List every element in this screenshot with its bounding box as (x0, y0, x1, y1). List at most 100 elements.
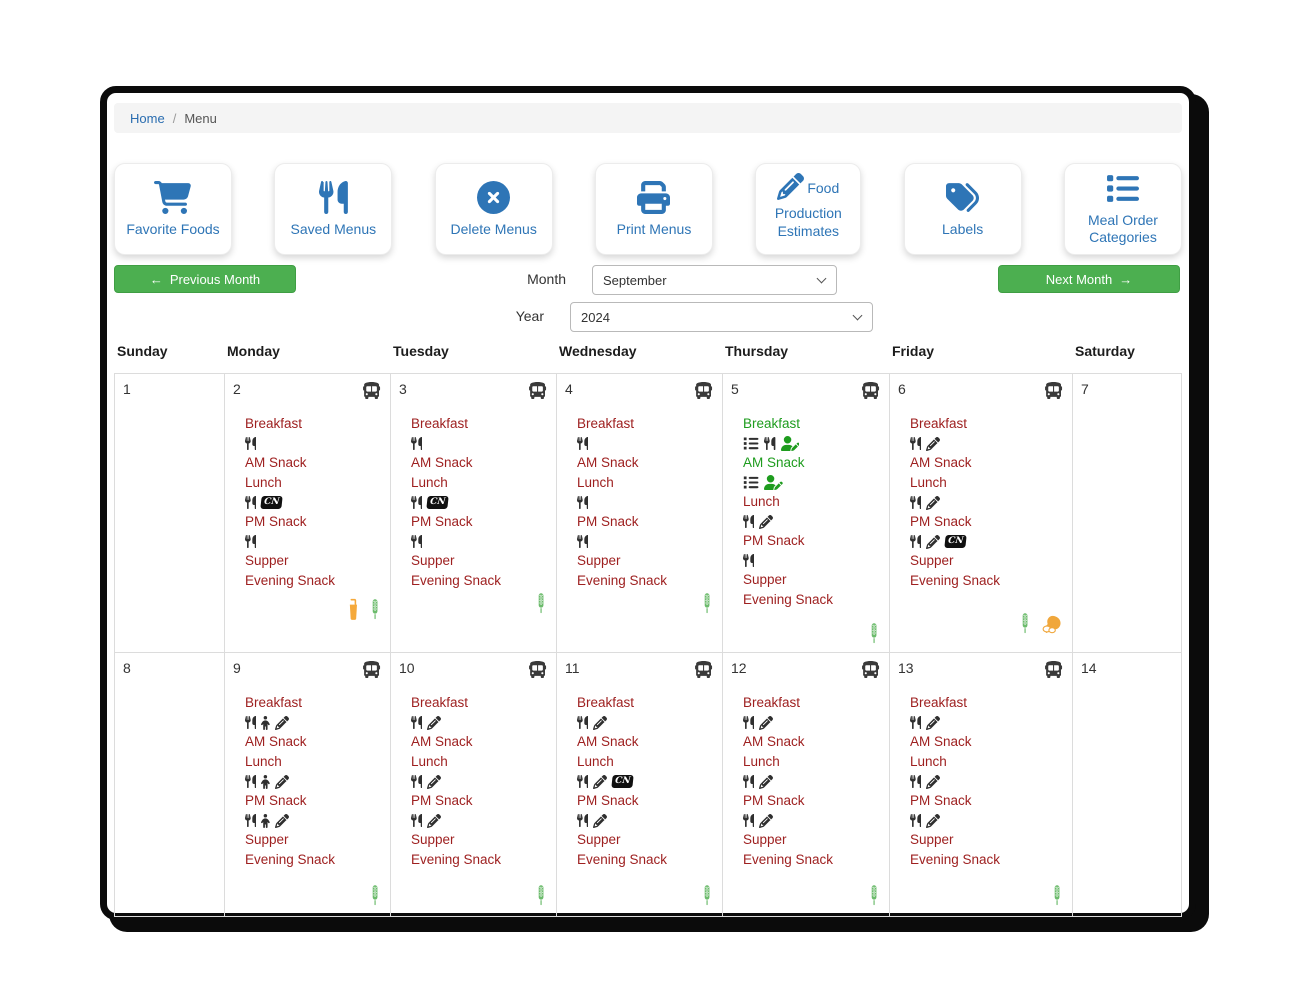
cn-label-icon: CN (944, 535, 968, 548)
meal-link-am-snack[interactable]: AM Snack (743, 734, 805, 749)
pencil-icon (926, 813, 941, 828)
meal-link-lunch[interactable]: Lunch (245, 754, 282, 769)
month-controls: ← Previous Month Next Month → Month Sept… (114, 265, 1182, 335)
meal-link-evening-snack[interactable]: Evening Snack (245, 573, 336, 588)
pencil-icon (593, 774, 608, 789)
toolbar-button-saved-menus[interactable]: Saved Menus (274, 163, 393, 255)
meal-link-breakfast[interactable]: Breakfast (910, 416, 968, 431)
meal-link-am-snack[interactable]: AM Snack (910, 734, 972, 749)
meal-link-breakfast[interactable]: Breakfast (245, 416, 303, 431)
cn-label-icon: CN (611, 775, 635, 788)
meal-link-pm-snack[interactable]: PM Snack (910, 514, 972, 529)
meal-link-am-snack[interactable]: AM Snack (577, 734, 639, 749)
meal-link-breakfast[interactable]: Breakfast (411, 416, 469, 431)
meal-link-breakfast[interactable]: Breakfast (743, 416, 801, 431)
meal-link-breakfast[interactable]: Breakfast (411, 695, 469, 710)
meal-icons (743, 811, 881, 830)
calendar-cell-day-4: 4 Breakfast AM Snack Lunch PM Snack Supper Eve… (556, 374, 722, 652)
meal-list: Breakfast AM Snack Lunch CN PM Snack Supper Ev… (245, 414, 382, 591)
day-number: 2 (233, 381, 241, 397)
meal-link-lunch[interactable]: Lunch (577, 754, 614, 769)
next-month-button[interactable]: Next Month → (998, 265, 1180, 293)
pencil-icon (926, 715, 941, 730)
meal-link-supper[interactable]: Supper (245, 832, 289, 847)
meal-link-pm-snack[interactable]: PM Snack (743, 793, 805, 808)
previous-month-button[interactable]: ← Previous Month (114, 265, 296, 293)
meal-link-evening-snack[interactable]: Evening Snack (577, 573, 668, 588)
toolbar-button-print-menus[interactable]: Print Menus (594, 163, 713, 255)
meal-link-lunch[interactable]: Lunch (411, 754, 448, 769)
meal-link-supper[interactable]: Supper (577, 832, 621, 847)
meal-link-pm-snack[interactable]: PM Snack (577, 793, 639, 808)
meal-link-pm-snack[interactable]: PM Snack (411, 514, 473, 529)
meal-link-supper[interactable]: Supper (245, 553, 289, 568)
meal-link-supper[interactable]: Supper (910, 832, 954, 847)
meal-link-supper[interactable]: Supper (743, 832, 787, 847)
meal-icons (245, 434, 382, 453)
day-number: 4 (565, 381, 573, 397)
meal-link-am-snack[interactable]: AM Snack (245, 734, 307, 749)
meal-link-am-snack[interactable]: AM Snack (743, 455, 805, 470)
bus-icon (528, 382, 547, 399)
pencil-icon (427, 813, 442, 828)
utensils-icon (910, 437, 922, 450)
meal-link-evening-snack[interactable]: Evening Snack (577, 852, 668, 867)
meal-link-pm-snack[interactable]: PM Snack (910, 793, 972, 808)
meal-list: Breakfast AM Snack Lunch CN PM Snack Supper Ev… (577, 693, 714, 870)
meal-link-am-snack[interactable]: AM Snack (411, 734, 473, 749)
meal-link-pm-snack[interactable]: PM Snack (245, 793, 307, 808)
meal-link-lunch[interactable]: Lunch (910, 754, 947, 769)
toolbar-button-meal-order-categories[interactable]: Meal Order Categories (1063, 163, 1182, 255)
meal-link-supper[interactable]: Supper (411, 832, 455, 847)
year-select[interactable]: 2024 (570, 302, 873, 332)
utensils-icon (577, 814, 589, 827)
meal-link-breakfast[interactable]: Breakfast (910, 695, 968, 710)
meal-link-lunch[interactable]: Lunch (910, 475, 947, 490)
cell-footer-icons (1052, 884, 1062, 906)
breadcrumb-home-link[interactable]: Home (130, 110, 165, 126)
meal-link-am-snack[interactable]: AM Snack (411, 455, 473, 470)
toolbar-button-food-production-estimates[interactable]: Food Production Estimates (755, 163, 862, 255)
meal-link-evening-snack[interactable]: Evening Snack (743, 592, 834, 607)
meal-link-evening-snack[interactable]: Evening Snack (910, 852, 1001, 867)
numbered-list-icon (743, 437, 759, 450)
meal-link-breakfast[interactable]: Breakfast (577, 416, 635, 431)
meal-link-pm-snack[interactable]: PM Snack (411, 793, 473, 808)
meal-link-am-snack[interactable]: AM Snack (577, 455, 639, 470)
meal-link-breakfast[interactable]: Breakfast (743, 695, 801, 710)
meal-link-evening-snack[interactable]: Evening Snack (411, 852, 502, 867)
meal-link-am-snack[interactable]: AM Snack (910, 455, 972, 470)
meal-link-evening-snack[interactable]: Evening Snack (743, 852, 834, 867)
meal-link-evening-snack[interactable]: Evening Snack (910, 573, 1001, 588)
toolbar-button-favorite-foods[interactable]: Favorite Foods (114, 163, 232, 255)
meal-link-supper[interactable]: Supper (411, 553, 455, 568)
meal-link-pm-snack[interactable]: PM Snack (245, 514, 307, 529)
meal-link-breakfast[interactable]: Breakfast (577, 695, 635, 710)
day-header-friday: Friday (892, 343, 935, 359)
cell-footer-icons (346, 598, 380, 620)
meal-link-lunch[interactable]: Lunch (245, 475, 282, 490)
arrow-left-icon: ← (149, 271, 163, 287)
wheat-icon (1052, 884, 1062, 906)
meal-link-lunch[interactable]: Lunch (577, 475, 614, 490)
meal-link-evening-snack[interactable]: Evening Snack (245, 852, 336, 867)
meal-link-lunch[interactable]: Lunch (743, 494, 780, 509)
toolbar-button-labels[interactable]: Labels (903, 163, 1022, 255)
month-select[interactable]: September (592, 265, 837, 295)
meal-link-supper[interactable]: Supper (910, 553, 954, 568)
meal-link-evening-snack[interactable]: Evening Snack (411, 573, 502, 588)
toolbar-button-delete-menus[interactable]: Delete Menus (434, 163, 553, 255)
wheat-icon (370, 884, 380, 906)
meal-link-lunch[interactable]: Lunch (743, 754, 780, 769)
meal-link-pm-snack[interactable]: PM Snack (577, 514, 639, 529)
meal-link-supper[interactable]: Supper (743, 572, 787, 587)
meal-link-breakfast[interactable]: Breakfast (245, 695, 303, 710)
wheat-icon (536, 592, 546, 614)
meal-link-pm-snack[interactable]: PM Snack (743, 533, 805, 548)
pencil-icon (759, 813, 774, 828)
month-select-wrap: September (592, 265, 837, 295)
utensils-icon (245, 496, 257, 509)
meal-link-lunch[interactable]: Lunch (411, 475, 448, 490)
meal-link-am-snack[interactable]: AM Snack (245, 455, 307, 470)
meal-link-supper[interactable]: Supper (577, 553, 621, 568)
